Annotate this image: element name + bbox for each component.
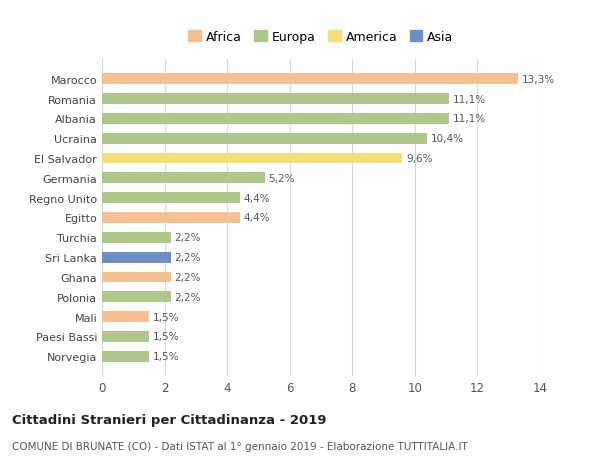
Bar — [102, 312, 149, 322]
Bar — [102, 74, 518, 85]
Text: 13,3%: 13,3% — [522, 74, 555, 84]
Text: 11,1%: 11,1% — [453, 114, 486, 124]
Text: 1,5%: 1,5% — [152, 312, 179, 322]
Text: 10,4%: 10,4% — [431, 134, 464, 144]
Bar — [102, 173, 265, 184]
Bar — [102, 351, 149, 362]
Text: 1,5%: 1,5% — [152, 352, 179, 362]
Text: 9,6%: 9,6% — [406, 154, 433, 164]
Bar — [102, 134, 427, 144]
Text: COMUNE DI BRUNATE (CO) - Dati ISTAT al 1° gennaio 2019 - Elaborazione TUTTITALIA: COMUNE DI BRUNATE (CO) - Dati ISTAT al 1… — [12, 441, 468, 451]
Text: Cittadini Stranieri per Cittadinanza - 2019: Cittadini Stranieri per Cittadinanza - 2… — [12, 413, 326, 426]
Bar — [102, 232, 171, 243]
Bar — [102, 331, 149, 342]
Text: 5,2%: 5,2% — [268, 174, 295, 184]
Bar — [102, 252, 171, 263]
Text: 2,2%: 2,2% — [175, 272, 201, 282]
Text: 2,2%: 2,2% — [175, 252, 201, 263]
Text: 4,4%: 4,4% — [244, 193, 270, 203]
Text: 4,4%: 4,4% — [244, 213, 270, 223]
Bar — [102, 272, 171, 283]
Bar — [102, 114, 449, 124]
Bar — [102, 94, 449, 105]
Text: 1,5%: 1,5% — [152, 332, 179, 342]
Bar — [102, 153, 403, 164]
Text: 2,2%: 2,2% — [175, 233, 201, 243]
Text: 11,1%: 11,1% — [453, 94, 486, 104]
Bar — [102, 193, 239, 204]
Text: 2,2%: 2,2% — [175, 292, 201, 302]
Bar — [102, 292, 171, 302]
Legend: Africa, Europa, America, Asia: Africa, Europa, America, Asia — [188, 31, 454, 44]
Bar — [102, 213, 239, 224]
